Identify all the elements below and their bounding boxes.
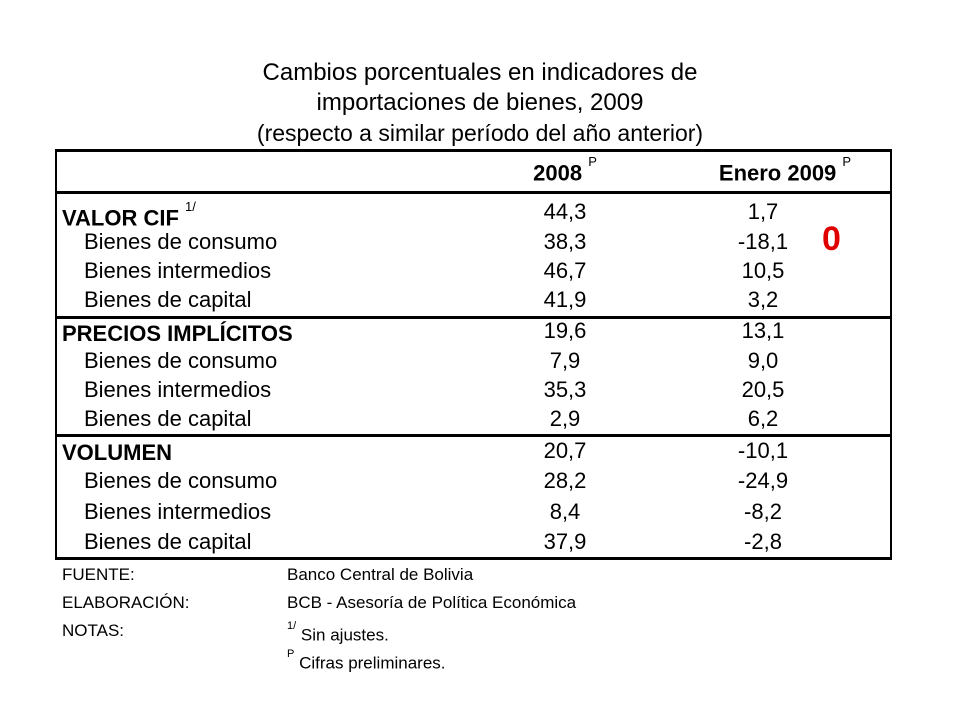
cell-value: 2,9 xyxy=(549,406,581,431)
cell-value: 1,7 xyxy=(747,199,779,224)
cell-value: 3,2 xyxy=(747,287,779,312)
cell-value: 28,2 xyxy=(543,468,587,493)
table-right-border xyxy=(890,150,892,560)
section-label-valor-cif: VALOR CIF 1/ xyxy=(62,198,196,231)
section-divider-2 xyxy=(55,434,892,437)
title-line-1: Cambios porcentuales en indicadores de xyxy=(262,59,698,86)
column-header-2008-sup: P xyxy=(588,154,597,169)
cell-value: 10,5 xyxy=(741,258,785,283)
row-label: Bienes de consumo xyxy=(84,229,278,254)
column-header-enero-2009-label: Enero 2009 xyxy=(718,160,837,186)
footer-note-2-text: Cifras preliminares. xyxy=(299,653,446,673)
row-label: Bienes de capital xyxy=(84,529,252,554)
footer-elaboracion-value: BCB - Asesoría de Política Económica xyxy=(287,593,577,612)
footer-note-1: 1/ Sin ajustes. xyxy=(287,619,389,645)
cell-value: 13,1 xyxy=(741,318,785,343)
row-label: Bienes intermedios xyxy=(84,499,272,524)
column-header-enero-2009: Enero 2009 P xyxy=(690,154,880,190)
cell-value: 44,3 xyxy=(543,199,587,224)
row-label: Bienes de consumo xyxy=(84,468,278,493)
footer-note-1-sup: 1/ xyxy=(287,620,297,632)
footer-elaboracion-label: ELABORACIÓN: xyxy=(62,593,190,612)
footer-notas-label: NOTAS: xyxy=(62,621,125,640)
section-label-sup: 1/ xyxy=(185,199,196,214)
header-bottom-rule xyxy=(55,191,892,194)
column-header-2008-label: 2008 xyxy=(533,160,583,186)
cell-value: -24,9 xyxy=(737,468,789,493)
cell-value: -2,8 xyxy=(744,529,782,554)
table-bottom-rule xyxy=(55,557,892,560)
cell-value: 41,9 xyxy=(543,287,587,312)
row-label: Bienes de consumo xyxy=(84,348,278,373)
section-label-volumen: VOLUMEN xyxy=(62,440,172,465)
title-line-3: (respecto a similar período del año ante… xyxy=(256,120,704,146)
cell-value: 38,3 xyxy=(543,229,587,254)
cell-value: 46,7 xyxy=(543,258,587,283)
table-top-rule xyxy=(55,149,892,152)
cell-value: -10,1 xyxy=(737,438,789,463)
cell-value: -8,2 xyxy=(744,499,782,524)
row-label: Bienes intermedios xyxy=(84,258,272,283)
cell-value: 9,0 xyxy=(747,348,779,373)
footer-fuente-value: Banco Central de Bolivia xyxy=(287,565,474,584)
title-line-2: importaciones de bienes, 2009 xyxy=(316,89,644,116)
row-label: Bienes de capital xyxy=(84,406,252,431)
cell-value: 20,7 xyxy=(543,438,587,463)
section-label-text: VALOR CIF xyxy=(62,205,179,231)
section-label-precios-implicitos: PRECIOS IMPLÍCITOS xyxy=(62,321,293,346)
footer-note-2-sup: P xyxy=(287,648,295,660)
cell-value: 6,2 xyxy=(747,406,779,431)
cell-value: 35,3 xyxy=(543,377,587,402)
cell-value: 8,4 xyxy=(549,499,581,524)
column-header-enero-2009-sup: P xyxy=(842,154,852,169)
section-divider-1 xyxy=(55,316,892,319)
footer-note-1-text: Sin ajustes. xyxy=(300,625,389,645)
footer-note-2: P Cifras preliminares. xyxy=(287,647,446,673)
cell-value: 37,9 xyxy=(543,529,587,554)
cell-value: 20,5 xyxy=(741,377,785,402)
cell-value: 19,6 xyxy=(543,318,587,343)
cell-value: -18,1 xyxy=(737,229,789,254)
cell-value: 7,9 xyxy=(549,348,581,373)
red-annotation-zero: 0 xyxy=(822,220,841,258)
row-label: Bienes de capital xyxy=(84,287,252,312)
footer-fuente-label: FUENTE: xyxy=(62,565,135,584)
table-left-border xyxy=(55,150,57,560)
row-label: Bienes intermedios xyxy=(84,377,272,402)
column-header-2008: 2008 P xyxy=(482,154,648,190)
